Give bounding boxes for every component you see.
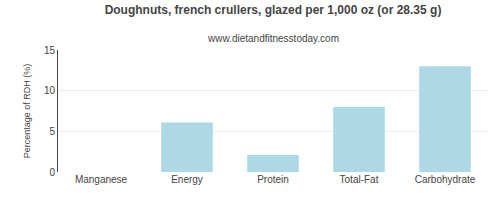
svg-text:10: 10 — [44, 85, 56, 96]
svg-text:Manganese: Manganese — [75, 174, 128, 185]
svg-text:Percentage of RDH (%): Percentage of RDH (%) — [22, 64, 32, 159]
svg-text:15: 15 — [44, 45, 56, 56]
svg-text:Energy: Energy — [171, 174, 203, 185]
svg-text:5: 5 — [49, 126, 55, 137]
svg-text:Protein: Protein — [257, 174, 289, 185]
svg-text:Carbohydrate: Carbohydrate — [415, 174, 476, 185]
svg-text:Total-Fat: Total-Fat — [340, 174, 379, 185]
svg-text:0: 0 — [49, 167, 55, 178]
svg-text:Doughnuts, french crullers, gl: Doughnuts, french crullers, glazed per 1… — [105, 3, 442, 17]
svg-text:www.dietandfitnesstoday.com: www.dietandfitnesstoday.com — [207, 33, 339, 44]
